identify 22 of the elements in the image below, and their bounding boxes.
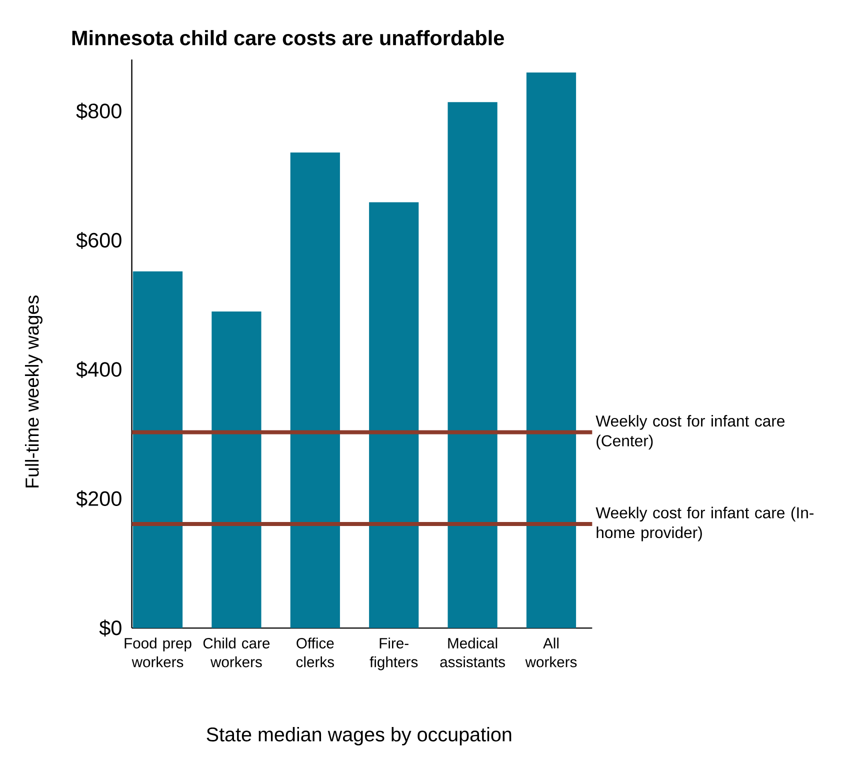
x-tick-label: Food prep workers — [124, 638, 192, 668]
x-tick-label: All workers — [525, 638, 577, 668]
y-tick-label: $0 — [99, 620, 122, 636]
chart-title: Minnesota child care costs are unaffordable — [72, 30, 504, 46]
y-axis-title: Full-time weekly wages — [24, 296, 42, 488]
y-tick-label: $400 — [76, 361, 122, 378]
bar — [526, 72, 576, 628]
bar — [132, 271, 183, 628]
bar — [448, 102, 498, 628]
x-tick-label: Medical assistants — [440, 638, 505, 668]
x-tick-label: Fire-fighters — [370, 638, 418, 670]
bar — [212, 311, 262, 628]
x-tick-label: Office clerks — [296, 638, 334, 668]
bar — [290, 152, 340, 628]
y-tick-label: $600 — [76, 232, 122, 249]
ref-line-label: Weekly cost for infant care (In-home provider) — [596, 506, 814, 542]
x-tick-label: Child care workers — [203, 638, 270, 668]
y-tick-label: $800 — [76, 102, 122, 120]
y-tick-label: $200 — [76, 490, 122, 508]
ref-line-label: Weekly cost for infant care (Center) — [596, 415, 785, 450]
x-axis-title: State median wages by occupation — [206, 726, 512, 746]
bar — [369, 202, 419, 628]
